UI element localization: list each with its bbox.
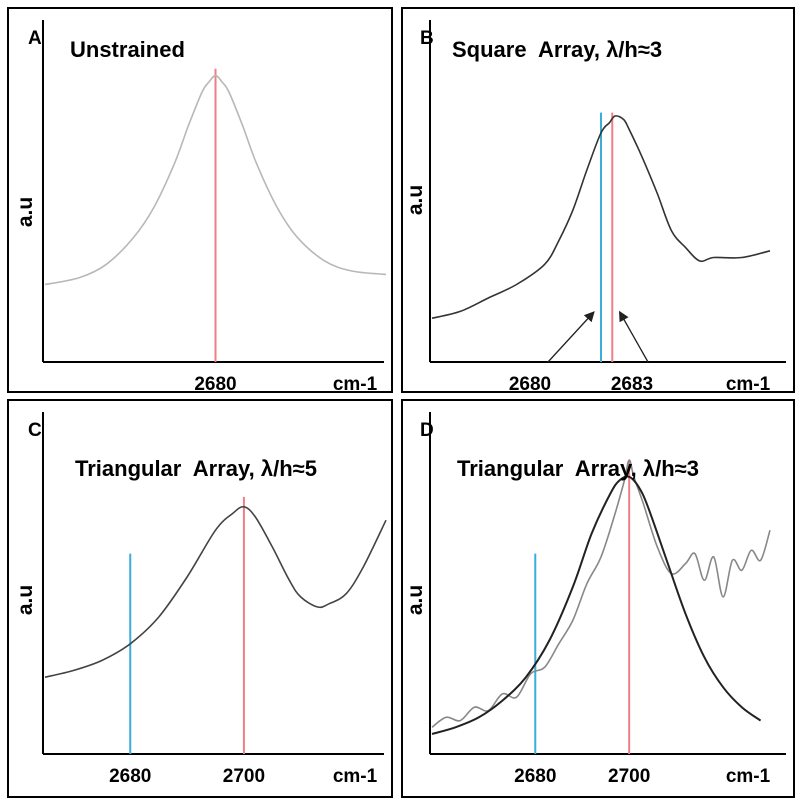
panel-d: D Triangular Array, λ/h≈3 a.u cm-1 2680 2700 <box>401 399 795 798</box>
panel-b: B Square Array, λ/h≈3 a.u cm-1 2680 2683 <box>401 7 795 395</box>
series-line <box>44 505 387 678</box>
x-tick-label: 2700 <box>223 766 265 787</box>
x-axis-label: cm-1 <box>333 766 378 787</box>
x-axis-label: cm-1 <box>726 766 771 787</box>
y-axis-label: a.u <box>404 185 427 215</box>
panel-letter: A <box>28 28 42 49</box>
arrow-blue <box>547 311 595 363</box>
x-tick-label: 2680 <box>514 766 556 787</box>
series-line <box>431 459 771 728</box>
panel-letter: B <box>420 28 434 49</box>
panel-title: Unstrained <box>70 37 185 62</box>
y-axis-label: a.u <box>404 585 427 615</box>
panel-frame <box>401 399 795 798</box>
panel-title: Triangular Array, λ/h≈5 <box>75 456 317 481</box>
arrow-red <box>618 310 649 363</box>
panel-frame <box>401 7 795 393</box>
x-tick-label: 2680 <box>509 374 551 395</box>
y-axis-label: a.u <box>14 197 37 227</box>
panel-a: A Unstrained a.u cm-1 2680 <box>7 7 393 395</box>
x-axis-label: cm-1 <box>726 374 771 395</box>
panel-title: Square Array, λ/h≈3 <box>452 37 662 62</box>
panel-letter: C <box>28 420 42 441</box>
panel-c: C Triangular Array, λ/h≈5 a.u cm-1 2680 2700 <box>7 399 393 798</box>
x-axis-label: cm-1 <box>333 374 378 395</box>
x-tick-label: 2680 <box>194 374 236 395</box>
panel-frame <box>7 7 393 393</box>
panel-frame <box>7 399 393 798</box>
panel-title: Triangular Array, λ/h≈3 <box>457 456 699 481</box>
x-tick-label: 2683 <box>611 374 653 395</box>
series-line <box>431 475 762 735</box>
panel-letter: D <box>420 420 434 441</box>
x-tick-label: 2680 <box>109 766 151 787</box>
y-axis-label: a.u <box>14 585 37 615</box>
series-line <box>431 115 771 319</box>
x-tick-label: 2700 <box>608 766 650 787</box>
series-line <box>44 74 387 286</box>
